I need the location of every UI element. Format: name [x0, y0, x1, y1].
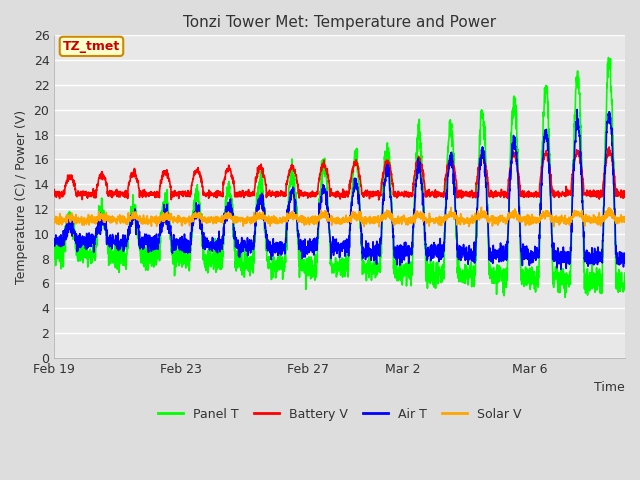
Text: TZ_tmet: TZ_tmet — [63, 40, 120, 53]
Air T — [358, 231, 365, 237]
Air T — [547, 209, 555, 215]
Panel T — [358, 257, 365, 263]
Panel T — [547, 209, 555, 215]
Battery V — [257, 164, 265, 170]
Battery V — [358, 192, 365, 197]
Line: Air T: Air T — [54, 109, 625, 269]
Battery V — [51, 187, 58, 192]
Solar V — [621, 219, 629, 225]
Solar V — [140, 217, 148, 223]
Battery V — [106, 192, 113, 198]
Panel T — [605, 55, 612, 60]
Panel T — [106, 245, 113, 251]
Panel T — [140, 264, 148, 269]
Line: Panel T: Panel T — [54, 58, 625, 297]
Title: Tonzi Tower Met: Temperature and Power: Tonzi Tower Met: Temperature and Power — [183, 15, 496, 30]
Battery V — [548, 182, 556, 188]
X-axis label: Time: Time — [595, 381, 625, 394]
Air T — [573, 107, 581, 112]
Battery V — [375, 197, 383, 203]
Battery V — [605, 144, 613, 150]
Solar V — [358, 221, 365, 227]
Panel T — [257, 195, 265, 201]
Solar V — [177, 215, 184, 221]
Solar V — [375, 224, 383, 230]
Y-axis label: Temperature (C) / Power (V): Temperature (C) / Power (V) — [15, 109, 28, 284]
Line: Battery V: Battery V — [54, 147, 625, 200]
Panel T — [51, 256, 58, 262]
Legend: Panel T, Battery V, Air T, Solar V: Panel T, Battery V, Air T, Solar V — [153, 403, 526, 426]
Air T — [140, 234, 148, 240]
Solar V — [106, 217, 113, 223]
Air T — [106, 244, 113, 250]
Solar V — [257, 213, 265, 218]
Battery V — [177, 191, 184, 196]
Air T — [177, 245, 184, 251]
Air T — [257, 192, 265, 198]
Air T — [51, 237, 58, 243]
Panel T — [621, 270, 629, 276]
Air T — [557, 266, 564, 272]
Air T — [621, 257, 629, 263]
Battery V — [140, 191, 148, 197]
Panel T — [561, 294, 569, 300]
Battery V — [621, 189, 629, 194]
Solar V — [51, 220, 58, 226]
Panel T — [177, 247, 184, 253]
Solar V — [477, 204, 485, 210]
Solar V — [548, 213, 556, 218]
Line: Solar V: Solar V — [54, 207, 625, 227]
